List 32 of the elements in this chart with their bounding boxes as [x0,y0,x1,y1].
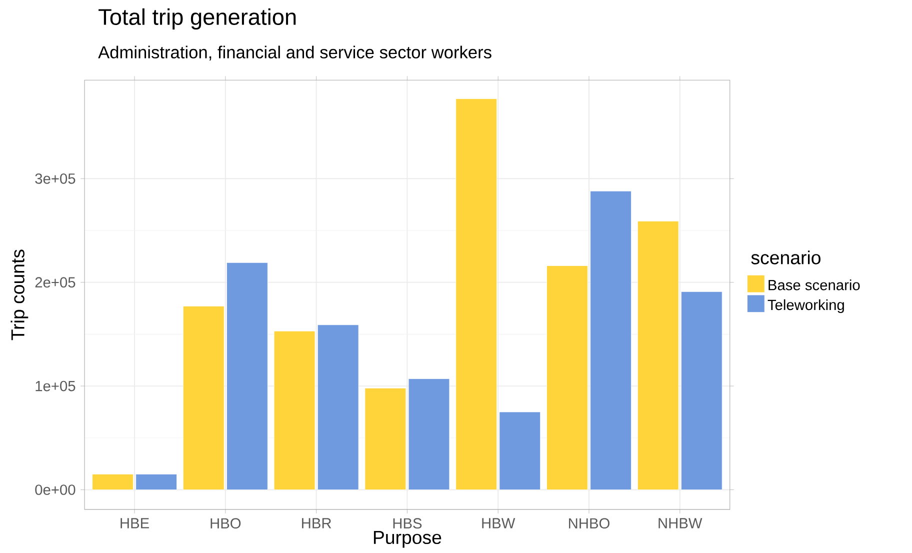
x-tick-label: HBW [482,518,516,528]
legend-label: Base scenario [768,279,860,290]
bar [408,378,450,490]
bar [637,220,679,490]
bar [590,190,632,490]
y-tick-label: 0e+00 [35,484,76,495]
chart-title: Total trip generation [98,8,296,30]
legend-label: Teleworking [768,299,844,313]
bar [546,266,588,490]
bar [92,474,134,490]
x-tick-label: HBS [393,518,422,529]
legend-title: scenario [751,250,820,264]
x-axis-title: Purpose [374,531,442,548]
bar [136,474,177,490]
chart-subtitle: Administration, financial and service sector workers [98,46,492,60]
y-tick-label: 3e+05 [35,173,76,184]
bar [274,330,316,490]
bar [499,412,541,490]
x-tick-label: NHBO [569,518,610,529]
x-tick-label: HBO [210,518,241,529]
x-tick-label: HBE [120,518,149,528]
y-tick-label: 1e+05 [36,380,76,392]
bar [182,306,224,490]
bar [364,388,406,490]
bar [456,98,497,490]
x-tick-label: NHBW [658,518,702,528]
bar [681,291,722,490]
bar [226,262,268,490]
y-tick-label: 2e+05 [35,277,76,288]
y-axis-title: Trip counts [10,250,28,340]
bar [317,324,359,490]
x-tick-label: HBR [302,518,332,528]
